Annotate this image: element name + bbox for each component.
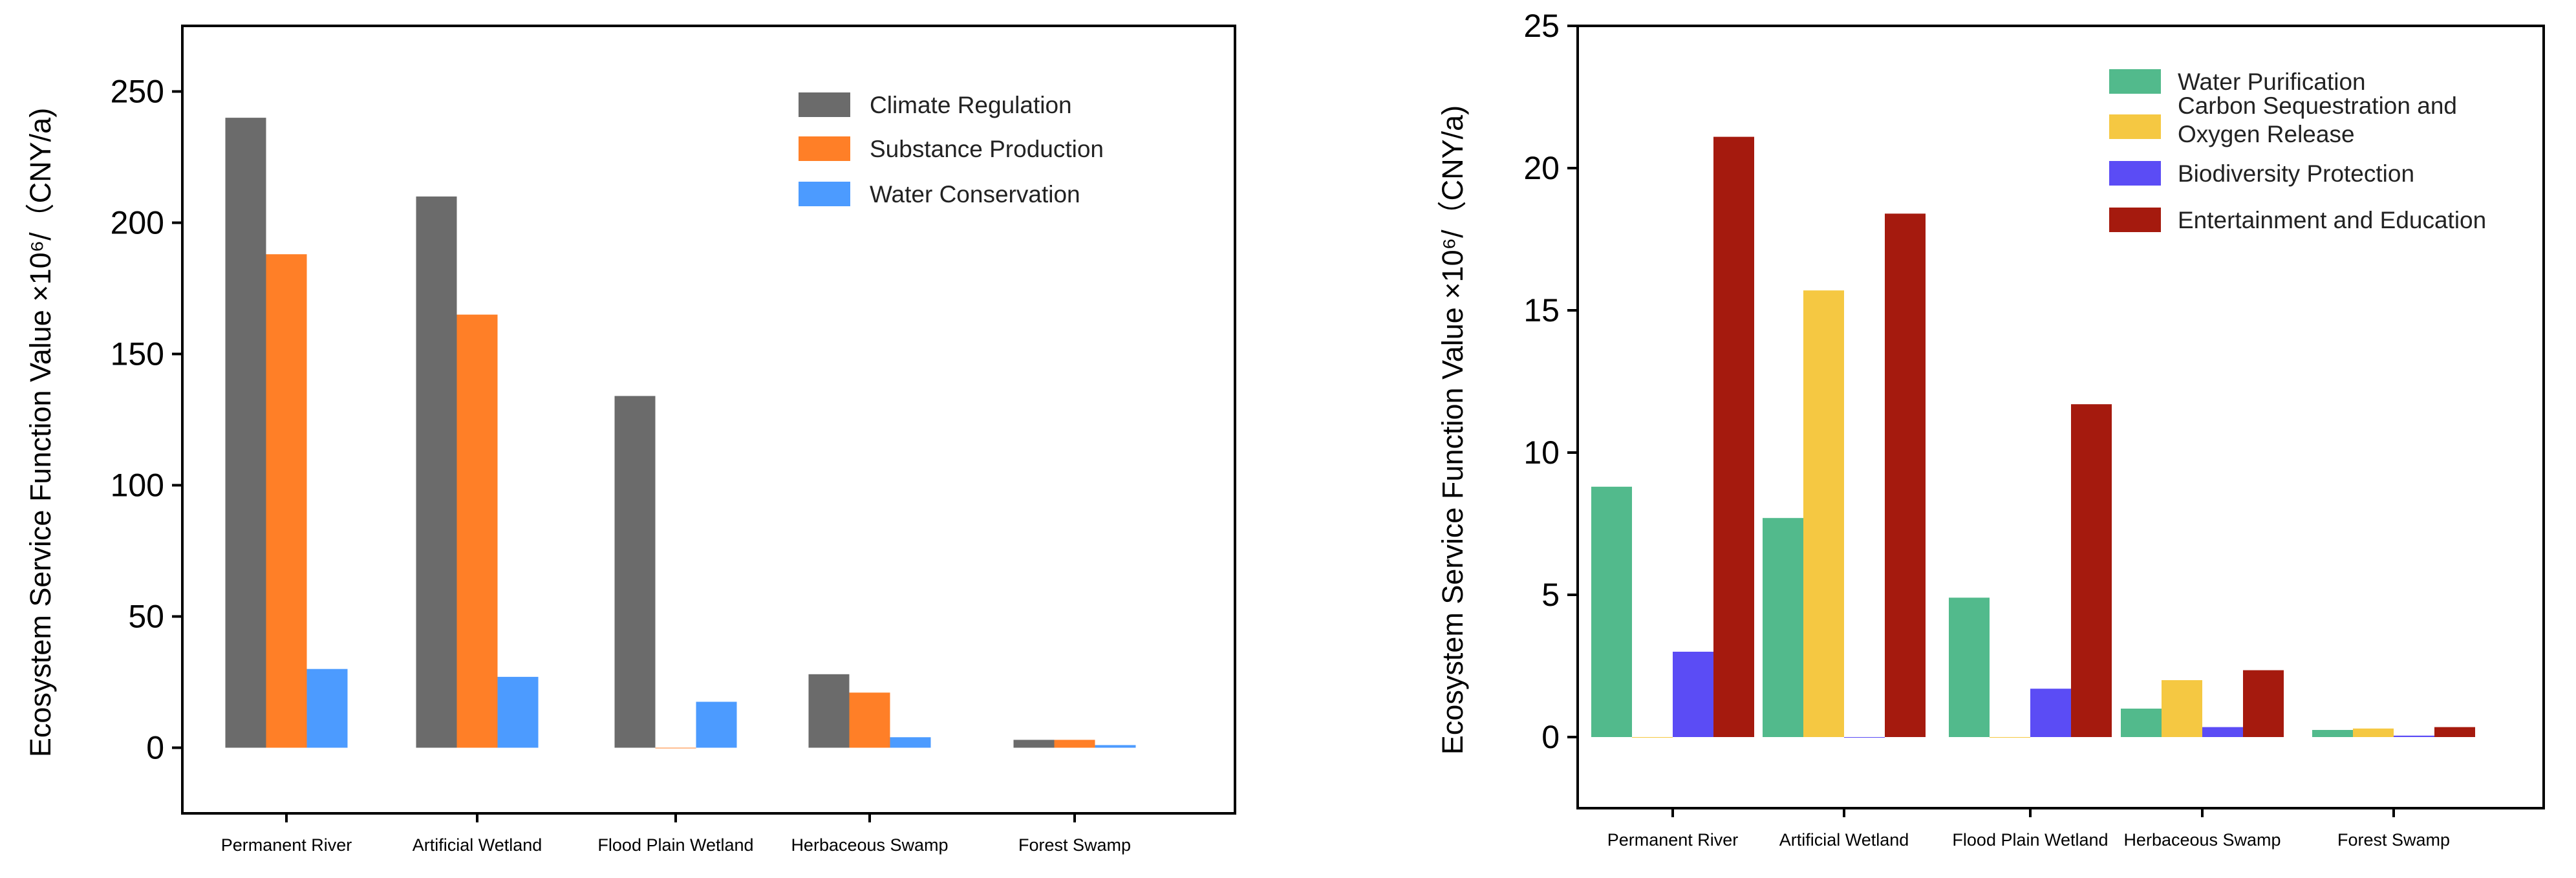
bar-0-1-2 — [655, 747, 696, 749]
bar-1-2-3 — [2202, 727, 2243, 737]
bar-1-0-2 — [1949, 597, 1990, 737]
bar-1-0-4 — [2312, 730, 2353, 737]
legend-label: Climate Regulation — [870, 92, 1072, 118]
bar-0-2-1 — [497, 676, 539, 748]
bar-0-0-4 — [1013, 740, 1055, 748]
bar-1-1-0 — [1632, 737, 1673, 738]
bar-0-1-0 — [266, 254, 307, 748]
y-tick-label: 200 — [111, 205, 164, 241]
y-axis-label: Ecosystem Service Function Value ×10⁶/（C… — [24, 108, 57, 757]
y-tick-label: 5 — [1541, 577, 1560, 613]
chart-right: 0 5 10 15 20 25 Permanent River Artificial Wetl… — [1436, 8, 2545, 850]
category-label: Flood Plain Wetland — [1952, 830, 2108, 850]
bar-0-2-2 — [696, 701, 737, 748]
bar-1-2-1 — [1844, 737, 1885, 738]
bar-0-0-3 — [808, 674, 850, 748]
plot-frame — [1576, 25, 2545, 809]
plot-frame — [181, 25, 1236, 815]
bar-1-0-3 — [2121, 709, 2162, 737]
bar-1-3-4 — [2434, 727, 2475, 737]
y-tick-label: 25 — [1523, 8, 1560, 44]
legend-label: Biodiversity Protection — [2178, 160, 2414, 187]
legend-label: Water Conservation — [870, 181, 1080, 208]
category-label: Artificial Wetland — [413, 835, 542, 855]
legend-label: Oxygen Release — [2178, 121, 2355, 147]
category-label: Permanent River — [1607, 830, 1739, 850]
bar-1-3-3 — [2243, 670, 2284, 737]
y-tick-label: 150 — [111, 336, 164, 372]
legend-swatch — [2109, 208, 2161, 232]
bar-1-0-1 — [1763, 518, 1803, 737]
bar-0-2-3 — [890, 737, 931, 748]
bar-1-3-1 — [1885, 213, 1926, 737]
legend-label: Substance Production — [870, 136, 1104, 162]
y-tick-label: 100 — [111, 467, 164, 504]
legend-label: Carbon Sequestration and — [2178, 92, 2457, 119]
bar-0-0-2 — [614, 396, 656, 748]
legend-label: Entertainment and Education — [2178, 207, 2486, 233]
bar-1-1-3 — [2162, 680, 2202, 737]
category-label: Flood Plain Wetland — [597, 835, 753, 855]
legend-swatch — [2109, 114, 2161, 139]
y-tick-label: 50 — [128, 599, 164, 635]
bar-1-2-2 — [2030, 689, 2071, 737]
bar-0-1-4 — [1054, 740, 1095, 748]
bar-1-3-0 — [1713, 136, 1754, 738]
category-label: Forest Swamp — [2337, 830, 2450, 850]
bar-1-2-4 — [2394, 735, 2434, 737]
y-tick-label: 0 — [1541, 719, 1560, 755]
y-tick-label: 250 — [111, 74, 164, 110]
bar-1-2-0 — [1673, 652, 1713, 737]
bar-1-0-0 — [1591, 486, 1632, 737]
y-tick-label: 0 — [146, 730, 164, 766]
bar-1-1-4 — [2353, 728, 2394, 737]
legend-swatch — [799, 182, 850, 206]
category-label: Permanent River — [221, 835, 352, 855]
y-axis-label: Ecosystem Service Function Value ×10⁶/（C… — [1436, 105, 1469, 755]
category-label: Artificial Wetland — [1779, 830, 1909, 850]
legend-swatch — [2109, 69, 2161, 94]
category-label: Herbaceous Swamp — [2123, 830, 2281, 850]
bar-0-1-3 — [849, 692, 890, 748]
y-tick-label: 15 — [1523, 292, 1560, 328]
y-tick-label: 10 — [1523, 434, 1560, 471]
legend-swatch — [799, 136, 850, 161]
legend-label: Water Purification — [2178, 69, 2366, 95]
bar-1-1-2 — [1990, 737, 2030, 738]
bar-0-0-1 — [416, 196, 457, 748]
bar-0-2-0 — [306, 669, 348, 748]
category-label: Forest Swamp — [1018, 835, 1131, 855]
legend-swatch — [2109, 161, 2161, 186]
bar-1-3-2 — [2071, 404, 2112, 737]
y-tick-label: 20 — [1523, 150, 1560, 186]
bar-0-2-4 — [1095, 745, 1136, 748]
bar-0-0-0 — [225, 118, 266, 748]
chart-left: 0 50 100 150 200 250 Permanent River Artificial… — [24, 25, 1236, 855]
category-label: Herbaceous Swamp — [791, 835, 948, 855]
bar-0-1-1 — [456, 314, 498, 748]
bar-1-1-1 — [1803, 290, 1844, 737]
legend-swatch — [799, 92, 850, 117]
